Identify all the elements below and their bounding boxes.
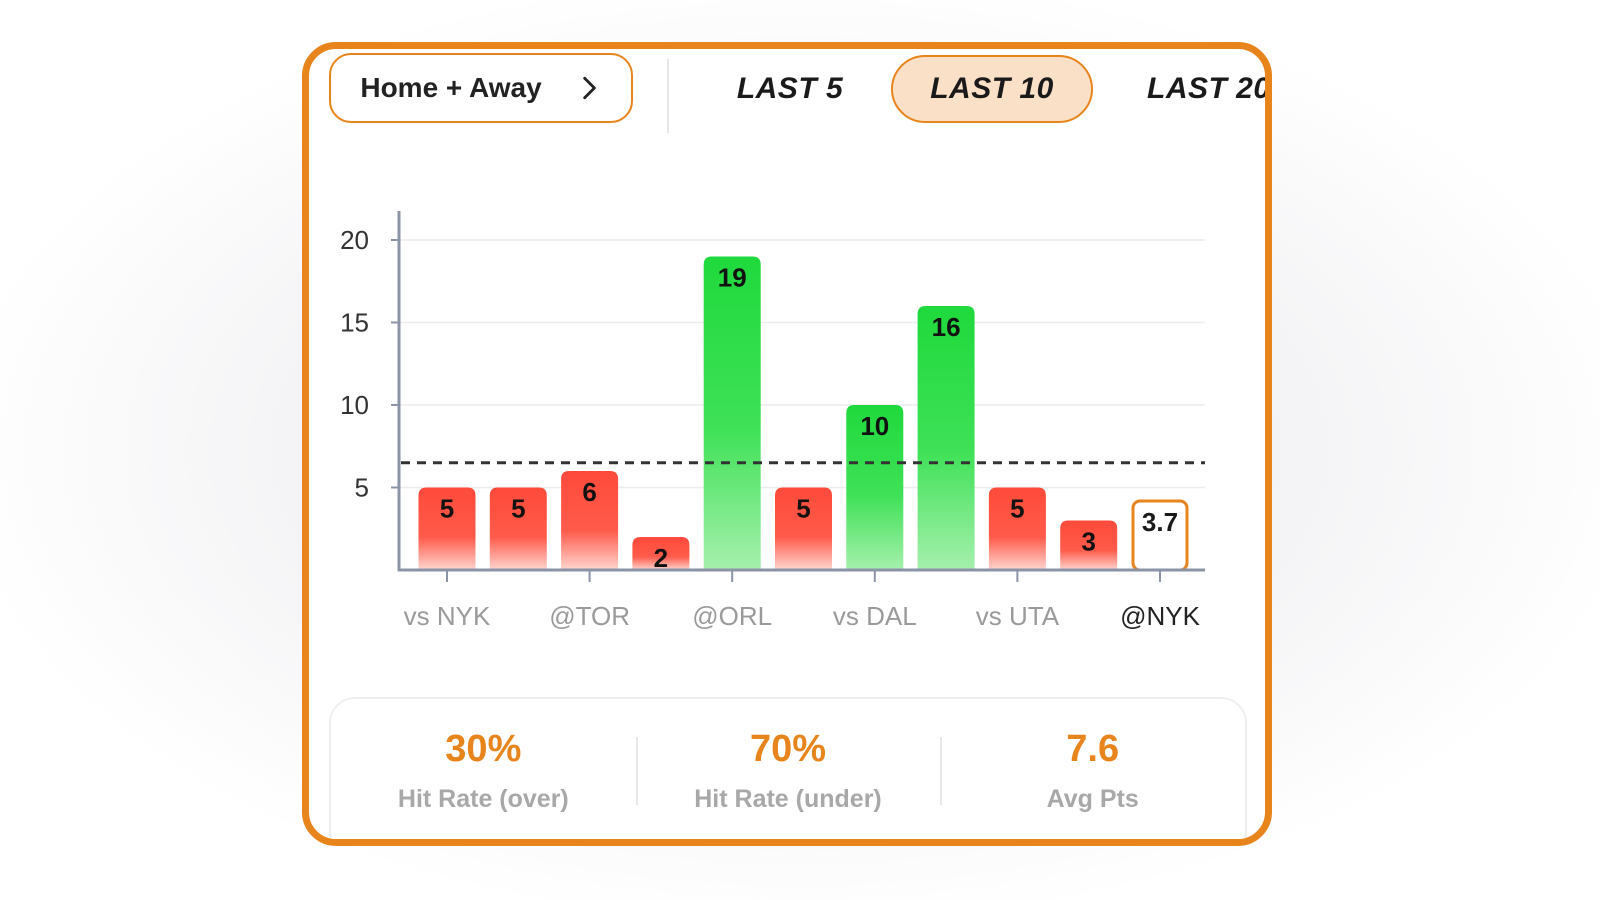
bar-under [418,487,476,570]
bar-under [1060,520,1118,570]
tab-label: LAST 10 [930,72,1054,105]
bar-under [561,471,619,570]
tab-last-20[interactable]: LAST 20 [1125,55,1271,123]
stat-value: 70% [749,728,827,770]
stats-summary: 30% Hit Rate (over) 70% Hit Rate (under)… [329,697,1247,839]
bar-value-label: 5 [511,494,525,524]
tab-label: LAST 20 [1147,72,1271,105]
stat-hit-rate-under: 70% Hit Rate (under) [635,699,941,839]
bar-under [775,487,832,570]
stat-label: Avg Pts [1046,785,1139,813]
stat-label: Hit Rate (over) [397,785,569,813]
tab-label: LAST 5 [736,72,844,105]
bar-value-label: 2 [654,543,668,573]
bar-value-label: 10 [860,411,889,441]
bar-under [988,487,1046,570]
bar-value-label: 16 [932,312,961,342]
stat-hit-rate-over: 30% Hit Rate (over) [331,699,636,839]
stat-value: 30% [445,728,522,770]
tab-last-5[interactable]: LAST 5 [705,55,875,123]
bar-value-label: 5 [1010,494,1024,524]
bar-value-label: 3.7 [1142,507,1178,537]
bar-over [703,256,761,570]
stat-avg-pts: 7.6 Avg Pts [940,699,1245,839]
bar-over [846,405,904,570]
bar-under [632,537,690,570]
props-card: Home + Away LAST 5 LAST 10 LAST 20 [302,42,1272,846]
bar-value-label: 3 [1081,527,1095,557]
filter-label: Home + Away [360,72,542,103]
y-tick-label: 15 [340,308,369,338]
x-tick-label: vs UTA [976,601,1060,631]
bar-value-label: 5 [796,494,810,524]
bar-over [917,306,975,570]
tab-divider [667,59,669,133]
x-tick-label: @NYK [1120,601,1201,631]
bar-value-label: 19 [718,263,747,293]
stat-label: Hit Rate (under) [694,785,882,813]
bar-value-label: 5 [440,494,454,524]
y-tick-label: 20 [340,225,369,255]
points-bar-chart: 5 10 15 20 5 5 6 2 19 5 10 16 5 3 3.7 vs NYK @TOR @ORL vs … [340,211,1205,631]
x-tick-label: vs NYK [404,601,491,631]
tab-last-10[interactable]: LAST 10 [891,55,1093,123]
y-tick-label: 5 [355,473,369,503]
home-away-filter-button[interactable]: Home + Away [329,53,633,123]
bar-value-label: 6 [582,477,596,507]
bar-under [489,487,547,570]
x-tick-label: @ORL [692,601,772,631]
x-tick-label: vs DAL [833,601,917,631]
stat-value: 7.6 [1066,728,1120,770]
y-tick-label: 10 [340,390,369,420]
x-tick-label: @TOR [549,601,630,631]
chevron-right-icon [582,76,596,100]
